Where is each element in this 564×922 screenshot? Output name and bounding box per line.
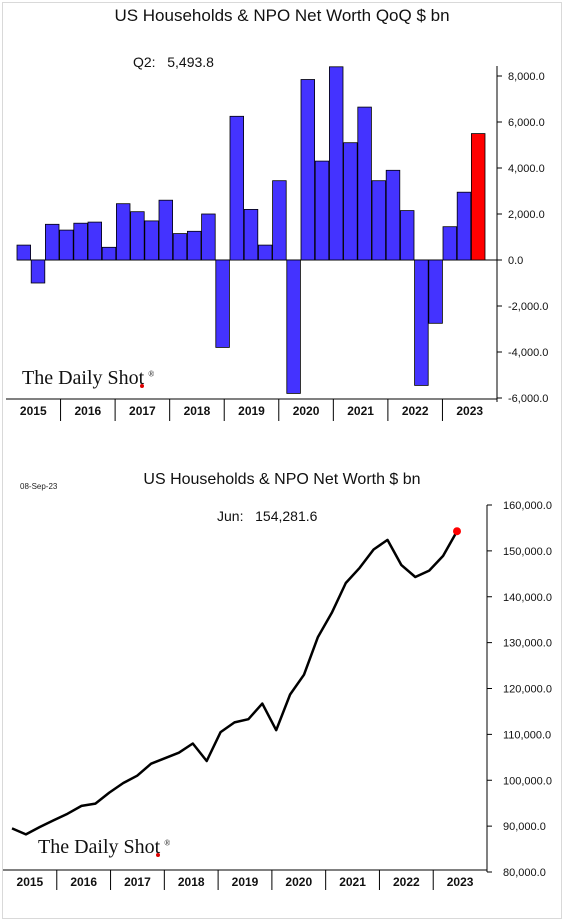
bar <box>229 115 245 261</box>
bar <box>201 213 216 261</box>
bar <box>130 211 145 261</box>
y-tick-label: 80,000.0 <box>503 867 546 879</box>
y-tick-label: 8,000.0 <box>508 71 545 83</box>
bar <box>172 233 188 261</box>
y-tick-label: 6,000.0 <box>508 117 545 129</box>
y-tick-label: -6,000.0 <box>508 393 548 405</box>
bottom-readout-label: Jun: <box>217 508 244 524</box>
top-readout-label: Q2: <box>133 54 156 70</box>
bar <box>158 199 174 261</box>
y-tick-label: 130,000.0 <box>503 638 552 650</box>
x-year-label: 2017 <box>129 404 156 418</box>
bar <box>243 208 259 261</box>
top-chart-title: US Households & NPO Net Worth QoQ $ bn <box>114 6 450 25</box>
y-tick-label: 160,000.0 <box>503 500 552 512</box>
bar <box>385 169 401 261</box>
x-year-label: 2020 <box>285 875 312 889</box>
bar <box>116 203 131 261</box>
date-stamp: 08-Sep-23 <box>20 482 58 491</box>
top-readout-value: 5,493.8 <box>167 54 214 70</box>
bar <box>73 222 88 261</box>
bar <box>272 180 287 261</box>
x-year-label: 2018 <box>178 875 205 889</box>
bottom-chart-title: US Households & NPO Net Worth $ bn <box>143 471 421 488</box>
bar <box>215 259 230 348</box>
y-tick-label: 100,000.0 <box>503 775 552 787</box>
x-year-label: 2022 <box>393 875 420 889</box>
y-tick-label: 120,000.0 <box>503 684 552 696</box>
y-tick-label: 4,000.0 <box>508 163 545 175</box>
bar <box>87 221 103 261</box>
x-year-label: 2018 <box>184 404 211 418</box>
bar <box>357 106 372 261</box>
x-year-label: 2023 <box>456 404 483 418</box>
top-brand-logo: The Daily Shot ® <box>22 367 155 389</box>
x-year-label: 2017 <box>124 875 151 889</box>
bar <box>371 180 387 261</box>
y-tick-label: 150,000.0 <box>503 546 552 558</box>
bar <box>144 220 159 261</box>
bar <box>45 223 60 261</box>
x-year-label: 2015 <box>17 875 44 889</box>
bar <box>314 160 330 261</box>
bar <box>16 244 32 261</box>
bar <box>328 66 344 261</box>
x-year-label: 2022 <box>402 404 429 418</box>
last-value-marker <box>453 527 461 536</box>
bar <box>442 226 458 261</box>
x-year-label: 2023 <box>447 875 474 889</box>
y-tick-label: 0.0 <box>508 255 523 267</box>
y-tick-label: 110,000.0 <box>503 729 551 741</box>
x-year-label: 2019 <box>238 404 265 418</box>
x-year-label: 2021 <box>347 404 374 418</box>
bar <box>186 230 202 261</box>
bar <box>300 79 316 261</box>
bar <box>343 142 358 261</box>
x-year-label: 2021 <box>339 875 366 889</box>
bar <box>399 210 415 261</box>
y-tick-label: 90,000.0 <box>503 821 546 833</box>
bar <box>470 133 486 261</box>
bar <box>101 246 117 261</box>
bottom-chart-readout: Jun: 154,281.6 <box>217 508 317 524</box>
x-year-label: 2016 <box>70 875 97 889</box>
bar <box>428 259 443 324</box>
bar <box>286 259 301 394</box>
y-tick-label: 140,000.0 <box>503 592 552 604</box>
y-tick-label: -2,000.0 <box>508 301 548 313</box>
y-tick-label: 2,000.0 <box>508 209 545 221</box>
y-tick-label: -4,000.0 <box>508 347 548 359</box>
bottom-brand-logo: The Daily Shot ® <box>38 836 171 858</box>
x-year-label: 2020 <box>293 404 320 418</box>
bar <box>456 191 472 261</box>
bar <box>257 244 273 261</box>
x-year-label: 2019 <box>232 875 259 889</box>
bar <box>30 259 46 284</box>
bar <box>59 229 74 261</box>
bottom-readout-value: 154,281.6 <box>255 508 318 524</box>
x-year-label: 2015 <box>20 404 47 418</box>
bar <box>414 259 429 386</box>
top-chart-readout: Q2: 5,493.8 <box>133 54 214 70</box>
top-bar-chart: 8,000.0 6,000.0 4,000.0 2,000.0 0.0 -2,000.0 -… <box>6 66 548 421</box>
series-line <box>11 530 459 836</box>
x-year-label: 2016 <box>74 404 101 418</box>
